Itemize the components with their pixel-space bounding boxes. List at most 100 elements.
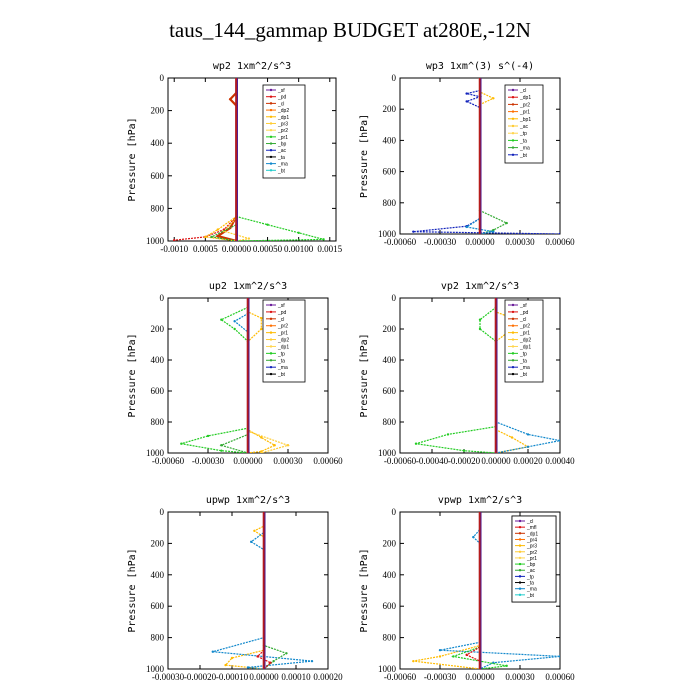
x-tick-label: -0.0010: [160, 244, 188, 254]
y-tick-label: 800: [383, 417, 397, 427]
series-line-tp: [413, 78, 560, 234]
legend-marker: [518, 569, 522, 572]
y-tick-label: 200: [151, 106, 165, 116]
data-point: [286, 444, 290, 447]
legend-entry: _pr1: [277, 331, 288, 337]
y-tick-label: 200: [151, 538, 165, 548]
data-point: [492, 97, 495, 100]
y-axis-label: Pressure [hPa]: [127, 548, 138, 632]
x-tick-label: -0.00010: [216, 672, 249, 682]
x-tick-label: -0.00020: [448, 456, 481, 466]
y-axis-label: Pressure [hPa]: [359, 548, 370, 632]
legend-marker: [511, 365, 515, 369]
series-line-pr2: [495, 298, 530, 453]
y-tick-label: 400: [383, 135, 397, 145]
data-point: [462, 449, 466, 452]
legend-entry: _ta: [519, 358, 527, 364]
y-tick-label: 0: [392, 73, 397, 83]
legend-marker: [511, 331, 515, 334]
subplot-2: wp3 1xm^(3) s^(-4) Pressure [hPa] 0 200 400 6…: [359, 61, 575, 247]
legend-marker: [269, 352, 273, 355]
data-point: [260, 316, 263, 320]
legend-marker: [269, 88, 273, 92]
legend-marker: [511, 96, 515, 99]
legend-marker: [269, 331, 273, 334]
legend-entry: _dp1: [277, 344, 289, 350]
x-tick-label: -0.00060: [384, 456, 417, 466]
data-point: [558, 655, 560, 658]
legend-marker: [511, 359, 515, 362]
series-line-cl: [215, 78, 238, 241]
data-point: [438, 648, 442, 652]
x-tick-label: 0.00030: [273, 456, 303, 466]
legend-entry: _pr2: [526, 550, 537, 556]
subplot-title: vp2 1xm^2/s^3: [441, 281, 519, 292]
legend-entry: _bp: [277, 142, 287, 148]
legend-marker: [511, 103, 515, 106]
data-point: [204, 235, 207, 239]
legend-marker: [518, 575, 522, 578]
series-line-bp: [181, 298, 249, 453]
legend-marker: [518, 538, 522, 541]
data-point: [465, 653, 468, 657]
data-point: [250, 540, 253, 544]
legend-marker: [518, 550, 522, 553]
y-tick-label: 800: [151, 203, 165, 213]
y-tick-label: 800: [151, 633, 165, 643]
legend-entry: _ta: [526, 581, 534, 587]
subplot-title: up2 1xm^2/s^3: [209, 281, 287, 292]
data-point: [558, 439, 560, 442]
x-tick-label: -0.00040: [416, 456, 449, 466]
data-point: [229, 97, 232, 101]
legend-entry: _cl: [519, 88, 526, 94]
legend-marker: [269, 115, 273, 118]
legend-entry: _dp1: [519, 95, 531, 101]
legend-entry: _ma: [519, 365, 530, 371]
legend-entry: _ma: [277, 162, 288, 168]
y-axis-label: Pressure [hPa]: [359, 114, 370, 198]
data-point: [211, 650, 214, 653]
legend-marker: [511, 110, 515, 113]
legend-entry: _pr2: [519, 324, 530, 330]
y-tick-label: 1000: [146, 664, 165, 674]
y-tick-label: 600: [151, 601, 165, 611]
data-point: [224, 663, 227, 667]
y-tick-label: 0: [160, 73, 165, 83]
legend-entry: _tp: [526, 574, 534, 580]
legend-box: [504, 84, 544, 164]
data-point: [558, 232, 560, 234]
legend-marker: [511, 345, 515, 348]
legend-entry: _bt: [519, 153, 528, 159]
legend-entry: _sf: [277, 303, 285, 309]
x-tick-label: 0.00000: [465, 237, 495, 247]
legend-marker: [269, 135, 273, 139]
data-point: [505, 221, 508, 225]
x-tick-label: 0.0005: [193, 244, 218, 254]
data-point: [297, 231, 300, 235]
legend-box: [504, 299, 544, 383]
legend-marker: [269, 324, 273, 327]
legend-marker: [269, 149, 273, 152]
legend-entry: _dp2: [277, 338, 289, 344]
y-tick-label: 0: [160, 507, 165, 517]
data-point: [438, 655, 442, 658]
data-point: [505, 664, 508, 668]
legend-marker: [511, 372, 515, 376]
y-tick-label: 400: [151, 355, 165, 365]
legend-marker: [511, 303, 515, 307]
legend-entry: _pd: [519, 310, 529, 316]
data-point: [412, 230, 415, 233]
legend-marker: [269, 108, 273, 112]
legend: _sf_pd_cl_dp2_dp1_pr3_pr2_pr1_bp_ac_ta_m…: [262, 84, 306, 179]
legend-marker: [518, 532, 522, 535]
legend-marker: [518, 525, 522, 529]
y-tick-label: 600: [151, 171, 165, 181]
legend-marker: [518, 593, 522, 597]
legend-entry: _bt: [277, 372, 286, 378]
y-tick-label: 800: [383, 198, 397, 208]
data-point: [322, 238, 325, 241]
data-point: [465, 225, 468, 229]
legend-marker: [269, 365, 273, 369]
data-point: [478, 318, 482, 321]
data-point: [414, 442, 418, 445]
